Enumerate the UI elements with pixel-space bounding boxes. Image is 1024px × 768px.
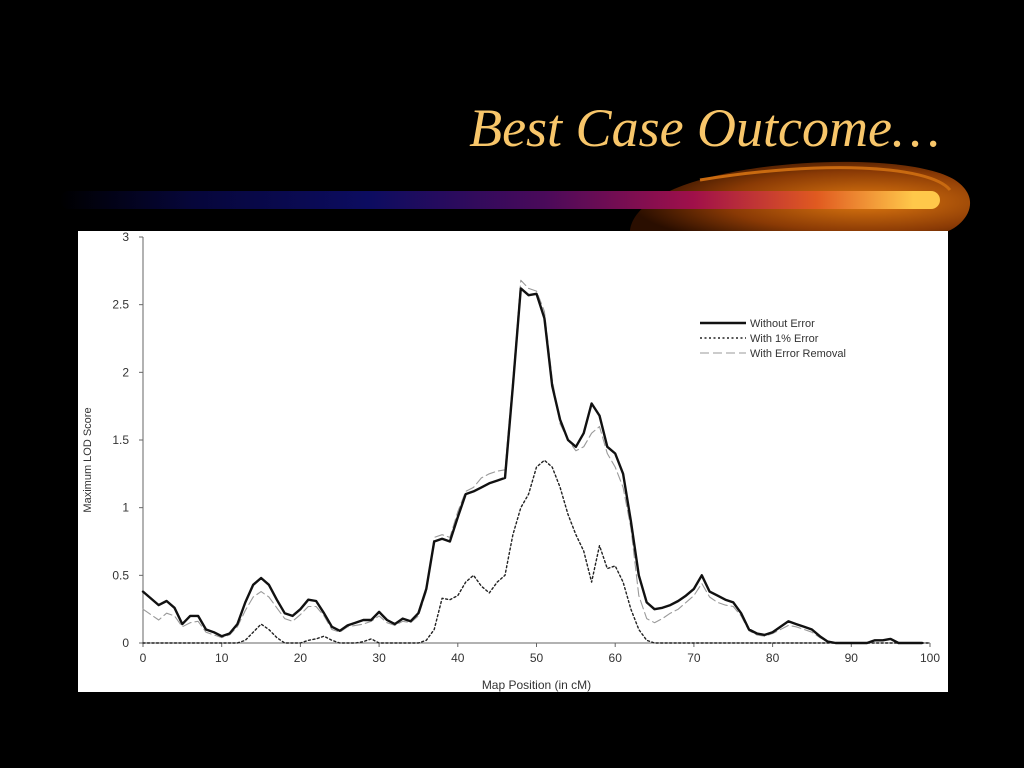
series-line-without-error — [141, 287, 924, 645]
swoosh-arc — [699, 166, 952, 192]
x-tick-label: 60 — [609, 651, 623, 665]
x-tick-label: 20 — [294, 651, 308, 665]
series-layer — [141, 279, 931, 645]
y-tick-label: 3 — [122, 231, 129, 244]
legend-label: Without Error — [750, 318, 815, 330]
legend-label: With Error Removal — [750, 348, 846, 360]
x-tick-label: 30 — [372, 651, 386, 665]
x-tick-label: 10 — [215, 651, 229, 665]
x-tick-label: 70 — [687, 651, 701, 665]
slide-title: Best Case Outcome… — [469, 98, 940, 158]
y-axis-label: Maximum LOD Score — [82, 407, 94, 512]
gradient-bar — [60, 191, 940, 209]
y-tick-label: 1 — [122, 501, 129, 515]
x-tick-label: 80 — [766, 651, 780, 665]
y-tick-label: 0.5 — [112, 568, 129, 582]
y-tick-label: 1.5 — [112, 433, 129, 447]
legend: Without Error With 1% Error With Error Rem… — [700, 318, 846, 360]
chart-figure: 0 10 20 30 40 50 60 70 80 90 100 0 0.5 1 1.5 2 2.5 3 With… — [78, 231, 948, 692]
axes: 0 10 20 30 40 50 60 70 80 90 100 0 0.5 1 1.5 2 2.5 3 — [112, 231, 940, 665]
x-tick-label: 50 — [530, 651, 544, 665]
y-tick-label: 0 — [122, 636, 129, 650]
y-tick-label: 2.5 — [112, 298, 129, 312]
x-tick-label: 90 — [845, 651, 859, 665]
x-tick-label: 0 — [140, 651, 147, 665]
x-tick-label: 40 — [451, 651, 465, 665]
x-axis-label: Map Position (in cM) — [482, 678, 591, 692]
decorative-swoosh — [60, 161, 971, 234]
series-line-with-1-error — [142, 459, 931, 644]
lod-score-chart: 0 10 20 30 40 50 60 70 80 90 100 0 0.5 1 1.5 2 2.5 3 With… — [82, 231, 940, 692]
x-tick-label: 100 — [920, 651, 940, 665]
legend-label: With 1% Error — [750, 333, 819, 345]
y-tick-label: 2 — [122, 365, 129, 379]
